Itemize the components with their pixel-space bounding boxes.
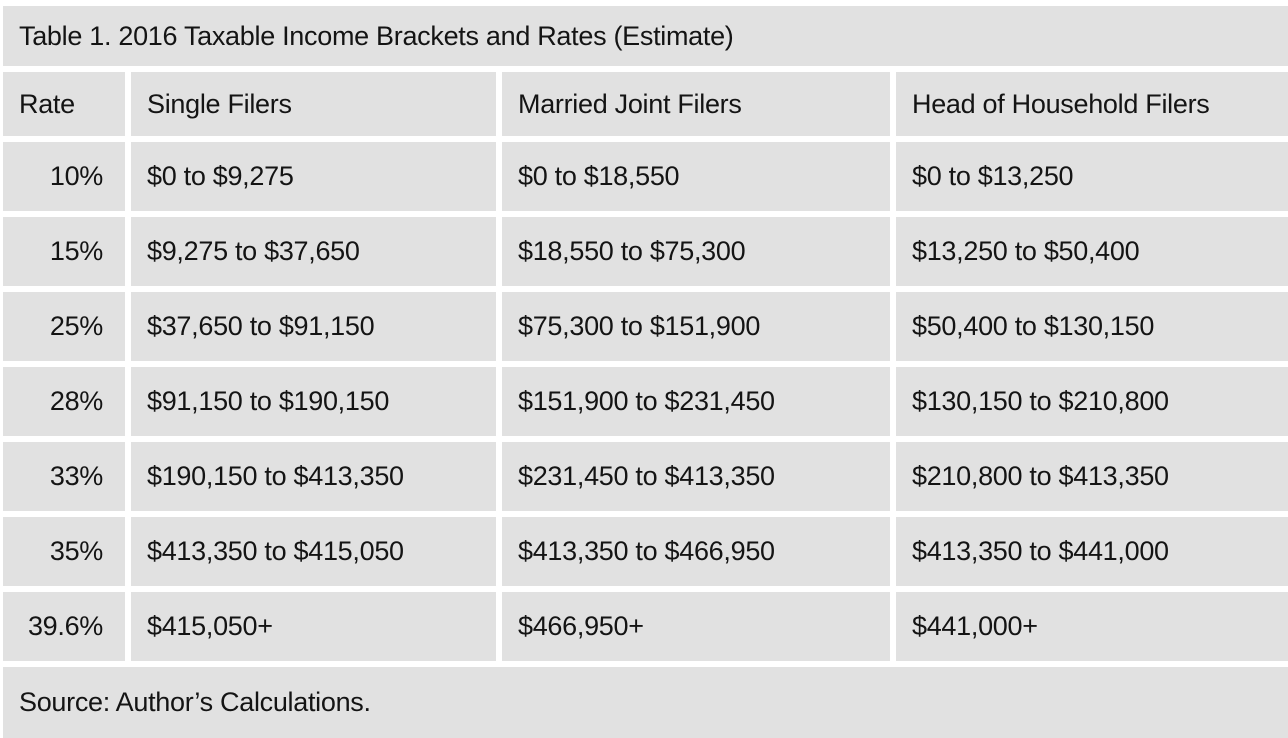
married-joint-cell: $466,950+ xyxy=(502,592,890,661)
married-joint-cell: $0 to $18,550 xyxy=(502,142,890,211)
single-filers-cell: $91,150 to $190,150 xyxy=(131,367,496,436)
rate-cell: 10% xyxy=(3,142,125,211)
rate-cell: 35% xyxy=(3,517,125,586)
rate-cell: 25% xyxy=(3,292,125,361)
single-filers-cell: $9,275 to $37,650 xyxy=(131,217,496,286)
single-filers-cell: $0 to $9,275 xyxy=(131,142,496,211)
header-head-of-household-filers: Head of Household Filers xyxy=(896,72,1288,136)
head-of-household-cell: $13,250 to $50,400 xyxy=(896,217,1288,286)
rate-cell: 28% xyxy=(3,367,125,436)
head-of-household-cell: $50,400 to $130,150 xyxy=(896,292,1288,361)
rate-cell: 33% xyxy=(3,442,125,511)
head-of-household-cell: $441,000+ xyxy=(896,592,1288,661)
rate-cell: 15% xyxy=(3,217,125,286)
source-note: Source: Author’s Calculations. xyxy=(3,667,1288,738)
head-of-household-cell: $0 to $13,250 xyxy=(896,142,1288,211)
married-joint-cell: $231,450 to $413,350 xyxy=(502,442,890,511)
head-of-household-cell: $130,150 to $210,800 xyxy=(896,367,1288,436)
head-of-household-cell: $210,800 to $413,350 xyxy=(896,442,1288,511)
single-filers-cell: $413,350 to $415,050 xyxy=(131,517,496,586)
table-title: Table 1. 2016 Taxable Income Brackets an… xyxy=(3,6,1288,66)
single-filers-cell: $415,050+ xyxy=(131,592,496,661)
married-joint-cell: $75,300 to $151,900 xyxy=(502,292,890,361)
header-rate: Rate xyxy=(3,72,125,136)
married-joint-cell: $413,350 to $466,950 xyxy=(502,517,890,586)
single-filers-cell: $190,150 to $413,350 xyxy=(131,442,496,511)
single-filers-cell: $37,650 to $91,150 xyxy=(131,292,496,361)
rate-cell: 39.6% xyxy=(3,592,125,661)
married-joint-cell: $151,900 to $231,450 xyxy=(502,367,890,436)
header-married-joint-filers: Married Joint Filers xyxy=(502,72,890,136)
head-of-household-cell: $413,350 to $441,000 xyxy=(896,517,1288,586)
married-joint-cell: $18,550 to $75,300 xyxy=(502,217,890,286)
header-single-filers: Single Filers xyxy=(131,72,496,136)
